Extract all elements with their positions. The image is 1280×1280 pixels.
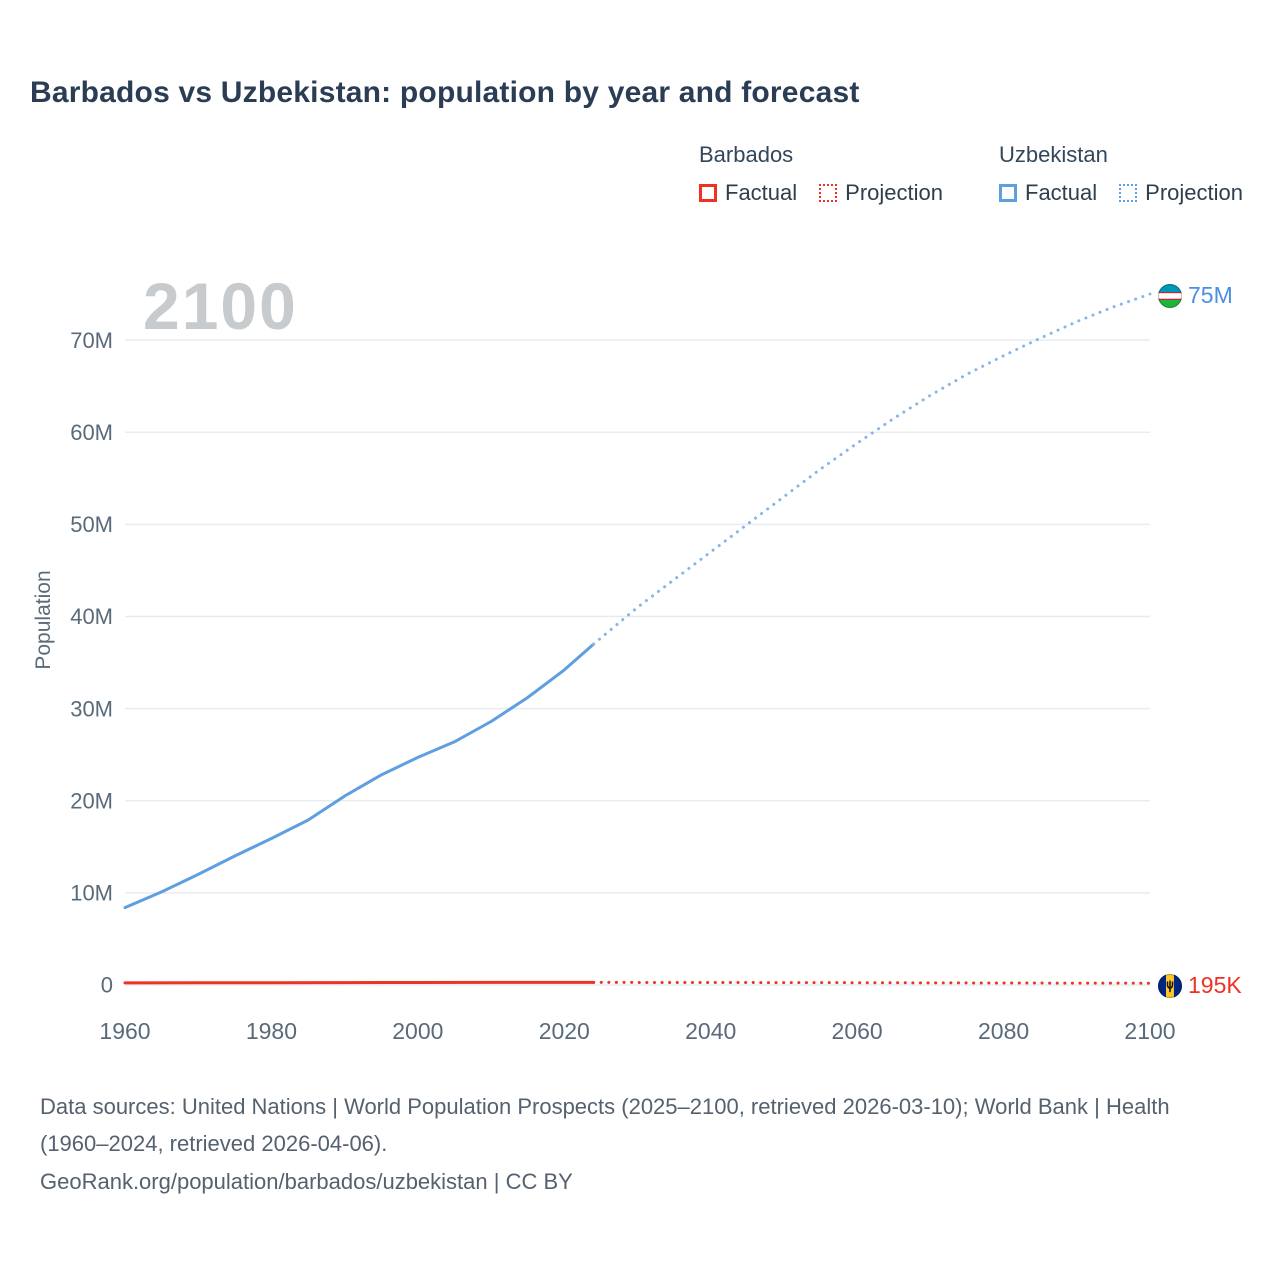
y-tick-label: 50M [70, 512, 113, 537]
x-tick-label: 2020 [539, 1018, 590, 1044]
legend-item-label: Factual [725, 180, 798, 205]
uzbekistan-flag-icon [1158, 283, 1182, 308]
y-tick-label: 10M [70, 881, 113, 906]
x-tick-label: 2000 [392, 1018, 443, 1044]
barbados-flag-icon [1158, 973, 1182, 998]
end-label-barbados-value: 195K [1188, 972, 1242, 998]
legend-swatch-dotted-icon [819, 184, 838, 202]
y-tick-label: 30M [70, 696, 113, 721]
legend-item-barbados-factual[interactable]: Factual [699, 180, 797, 206]
legend-swatch-solid-icon [999, 184, 1017, 202]
x-tick-label: 1980 [246, 1018, 297, 1044]
y-tick-label: 40M [70, 604, 113, 629]
end-label-barbados: 195K [1158, 972, 1242, 999]
series-barbados-projection-line [592, 980, 1152, 985]
legend-item-label: Projection [845, 180, 943, 205]
y-tick-label: 60M [70, 420, 113, 445]
x-tick-label: 1960 [99, 1018, 150, 1044]
legend-group-name: Uzbekistan [999, 142, 1108, 167]
legend-item-barbados-projection[interactable]: Projection [819, 180, 943, 206]
y-tick-label: 0 [101, 973, 113, 998]
legend-item-label: Projection [1145, 180, 1243, 205]
x-tick-label: 2100 [1124, 1018, 1175, 1044]
legend-item-uzbekistan-projection[interactable]: Projection [1119, 180, 1243, 206]
watermark-year: 2100 [143, 269, 298, 343]
footer-sources: Data sources: United Nations | World Pop… [40, 1094, 1170, 1157]
y-tick-label: 70M [70, 328, 113, 353]
footer: Data sources: United Nations | World Pop… [40, 1088, 1225, 1200]
footer-attribution: GeoRank.org/population/barbados/uzbekist… [40, 1168, 573, 1194]
end-label-uzbekistan: 75M [1158, 282, 1233, 309]
series-uzbekistan-projection-line [592, 292, 1152, 646]
y-tick-label: 20M [70, 788, 113, 813]
x-tick-label: 2040 [685, 1018, 736, 1044]
end-label-uzbekistan-value: 75M [1188, 282, 1233, 308]
x-tick-label: 2080 [978, 1018, 1029, 1044]
legend-swatch-solid-icon [699, 184, 717, 202]
legend-group-name: Barbados [699, 142, 794, 167]
chart-title: Barbados vs Uzbekistan: population by ye… [30, 76, 860, 109]
legend-item-uzbekistan-factual[interactable]: Factual [999, 180, 1097, 206]
series-barbados-factual-line [123, 980, 596, 985]
legend-group-barbados: Barbados Factual Projection [699, 142, 943, 206]
series-uzbekistan-factual-line [123, 642, 596, 910]
legend-item-label: Factual [1025, 180, 1098, 205]
legend-swatch-dotted-icon [1119, 184, 1138, 202]
legend: Barbados Factual Projection Uzbekistan F… [699, 142, 1243, 206]
legend-group-uzbekistan: Uzbekistan Factual Projection [999, 142, 1243, 206]
x-tick-label: 2060 [832, 1018, 883, 1044]
